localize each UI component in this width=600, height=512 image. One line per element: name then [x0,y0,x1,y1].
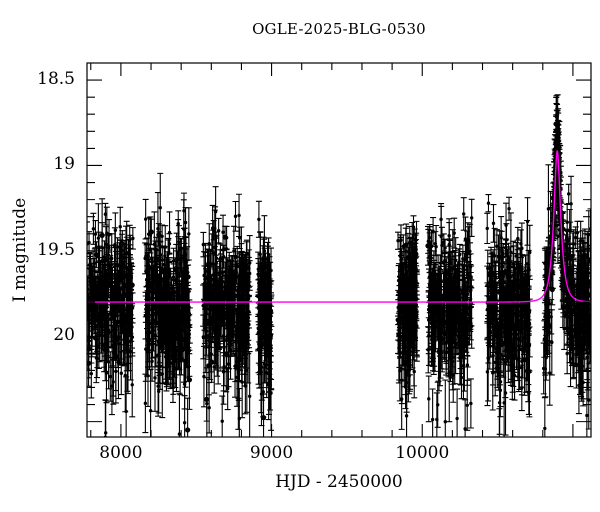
chart-title: OGLE-2025-BLG-0530 [252,20,426,38]
x-tick-label: 9000 [249,443,294,463]
y-tick-label: 19 [53,154,75,175]
y-tick-label: 20 [53,325,75,346]
y-tick-label: 19.5 [37,239,75,260]
x-tick-label: 10000 [395,443,450,463]
x-tick-label: 8000 [99,443,143,463]
y-tick-label: 18.5 [37,69,75,90]
x-axis-label: HJD - 2450000 [275,472,403,492]
